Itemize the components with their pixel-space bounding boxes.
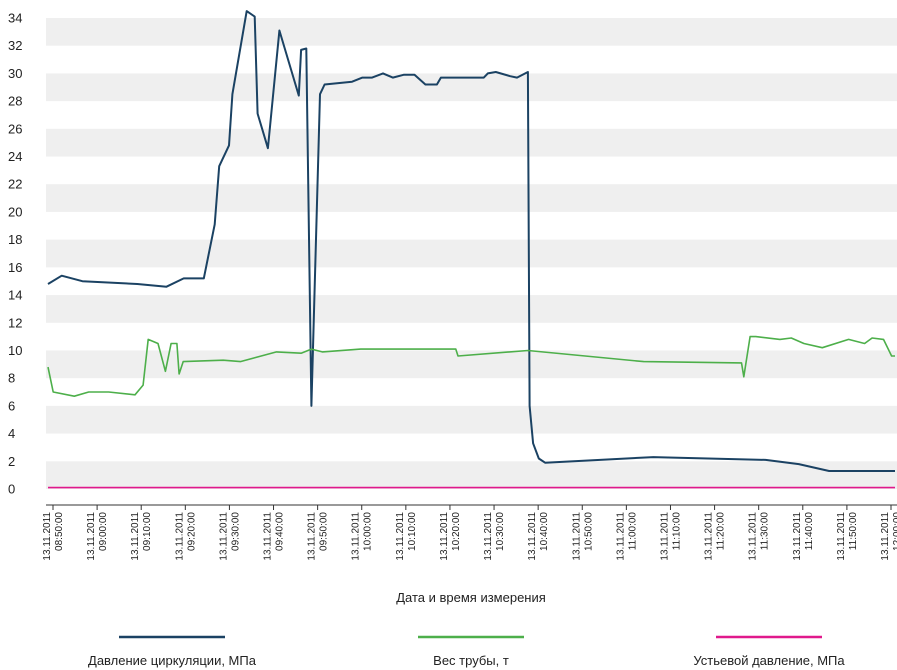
x-tick-label: 13.11.2011 11:10:00 xyxy=(659,512,682,561)
x-tick-time: 10:20:00 xyxy=(451,512,462,551)
x-tick-date: 13.11.2011 xyxy=(439,512,450,561)
x-tick-label: 13.11.2011 10:40:00 xyxy=(527,512,550,561)
y-tick-label: 4 xyxy=(8,426,15,441)
series-line-1 xyxy=(47,10,895,472)
y-tick-label: 20 xyxy=(8,204,22,219)
x-tick-date: 13.11.2011 xyxy=(527,512,538,561)
x-tick-time: 11:00:00 xyxy=(627,512,638,551)
grid-band xyxy=(46,184,897,212)
x-tick-time: 12:00:00 xyxy=(892,512,897,551)
x-tick-label: 13.11.2011 09:50:00 xyxy=(307,512,330,561)
x-tick-date: 13.11.2011 xyxy=(218,512,229,561)
y-tick-label: 32 xyxy=(8,38,22,53)
x-tick-time: 09:00:00 xyxy=(98,512,109,551)
x-tick-label: 13.11.2011 11:00:00 xyxy=(615,512,638,561)
x-tick-time: 10:30:00 xyxy=(495,512,506,551)
grid-band xyxy=(46,295,897,323)
x-tick-label: 13.11.2011 08:50:00 xyxy=(42,512,65,561)
x-tick-label: 13.11.2011 09:10:00 xyxy=(130,512,153,561)
x-tick-date: 13.11.2011 xyxy=(42,512,53,561)
grid-band xyxy=(46,18,897,46)
x-tick-date: 13.11.2011 xyxy=(395,512,406,561)
x-tick-label: 13.11.2011 10:00:00 xyxy=(351,512,374,561)
x-tick-label: 13.11.2011 10:50:00 xyxy=(571,512,594,561)
y-tick-label: 6 xyxy=(8,398,15,413)
x-tick-time: 08:50:00 xyxy=(54,512,65,551)
x-tick-date: 13.11.2011 xyxy=(659,512,670,561)
y-tick-label: 0 xyxy=(8,482,15,497)
x-axis-title: Дата и время измерения xyxy=(396,590,546,605)
y-tick-label: 8 xyxy=(8,371,15,386)
x-tick-date: 13.11.2011 xyxy=(880,512,891,561)
x-tick-date: 13.11.2011 xyxy=(748,512,759,561)
x-tick-label: 13.11.2011 10:20:00 xyxy=(439,512,462,561)
x-tick-time: 10:40:00 xyxy=(539,512,550,551)
x-tick-time: 09:20:00 xyxy=(186,512,197,551)
x-tick-time: 09:10:00 xyxy=(142,512,153,551)
grid-band xyxy=(46,128,897,157)
x-tick-date: 13.11.2011 xyxy=(263,512,274,561)
x-tick-time: 09:50:00 xyxy=(319,512,330,551)
grid-bands xyxy=(46,18,897,489)
x-tick-date: 13.11.2011 xyxy=(483,512,494,561)
series-line-2 xyxy=(47,335,895,398)
x-tick-date: 13.11.2011 xyxy=(174,512,185,561)
x-tick-label: 13.11.2011 09:20:00 xyxy=(174,512,197,561)
y-tick-label: 18 xyxy=(8,232,22,247)
x-tick-time: 11:40:00 xyxy=(804,512,815,551)
x-tick-time: 10:00:00 xyxy=(363,512,374,551)
x-axis-ticks: 13.11.2011 08:50:00 13.11.2011 09:00:00 13.1… xyxy=(42,505,897,561)
y-tick-label: 24 xyxy=(8,149,22,164)
y-tick-label: 14 xyxy=(8,288,22,303)
legend: Давление циркуляции, МПа Вес трубы, т Усть… xyxy=(88,635,845,668)
x-tick-time: 10:50:00 xyxy=(583,512,594,551)
x-tick-date: 13.11.2011 xyxy=(130,512,141,561)
x-tick-date: 13.11.2011 xyxy=(86,512,97,561)
grid-band xyxy=(46,405,897,434)
x-tick-label: 13.11.2011 09:30:00 xyxy=(218,512,241,561)
series-lines xyxy=(47,10,895,489)
x-tick-time: 11:30:00 xyxy=(760,512,771,551)
x-tick-label: 13.11.2011 11:50:00 xyxy=(836,512,859,561)
grid-band xyxy=(46,239,897,268)
y-tick-label: 28 xyxy=(8,94,22,109)
legend-label: Давление циркуляции, МПа xyxy=(88,653,257,668)
x-tick-label: 13.11.2011 10:30:00 xyxy=(483,512,506,561)
y-tick-label: 22 xyxy=(8,177,22,192)
x-tick-time: 11:20:00 xyxy=(716,512,727,551)
x-tick-time: 10:10:00 xyxy=(407,512,418,551)
legend-label: Устьевой давление, МПа xyxy=(693,653,845,668)
y-tick-label: 16 xyxy=(8,260,22,275)
x-tick-date: 13.11.2011 xyxy=(571,512,582,561)
x-tick-label: 13.11.2011 11:40:00 xyxy=(792,512,815,561)
x-tick-label: 13.11.2011 11:20:00 xyxy=(704,512,727,561)
legend-label: Вес трубы, т xyxy=(433,653,509,668)
x-tick-date: 13.11.2011 xyxy=(836,512,847,561)
x-tick-label: 13.11.2011 09:00:00 xyxy=(86,512,109,561)
y-tick-label: 10 xyxy=(8,343,22,358)
x-tick-label: 13.11.2011 12:00:00 xyxy=(880,512,897,561)
x-tick-date: 13.11.2011 xyxy=(351,512,362,561)
x-tick-label: 13.11.2011 10:10:00 xyxy=(395,512,418,561)
x-tick-date: 13.11.2011 xyxy=(307,512,318,561)
x-tick-date: 13.11.2011 xyxy=(792,512,803,561)
y-tick-label: 12 xyxy=(8,315,22,330)
x-tick-label: 13.11.2011 09:40:00 xyxy=(263,512,286,561)
x-tick-date: 13.11.2011 xyxy=(704,512,715,561)
x-tick-time: 11:50:00 xyxy=(848,512,859,551)
y-tick-label: 34 xyxy=(8,11,22,26)
y-tick-label: 2 xyxy=(8,454,15,469)
x-tick-time: 09:40:00 xyxy=(275,512,286,551)
x-tick-time: 09:30:00 xyxy=(230,512,241,551)
x-tick-label: 13.11.2011 11:30:00 xyxy=(748,512,771,561)
x-tick-date: 13.11.2011 xyxy=(615,512,626,561)
y-tick-label: 30 xyxy=(8,66,22,81)
x-tick-time: 11:10:00 xyxy=(671,512,682,551)
y-tick-label: 26 xyxy=(8,121,22,136)
grid-band xyxy=(46,461,897,489)
